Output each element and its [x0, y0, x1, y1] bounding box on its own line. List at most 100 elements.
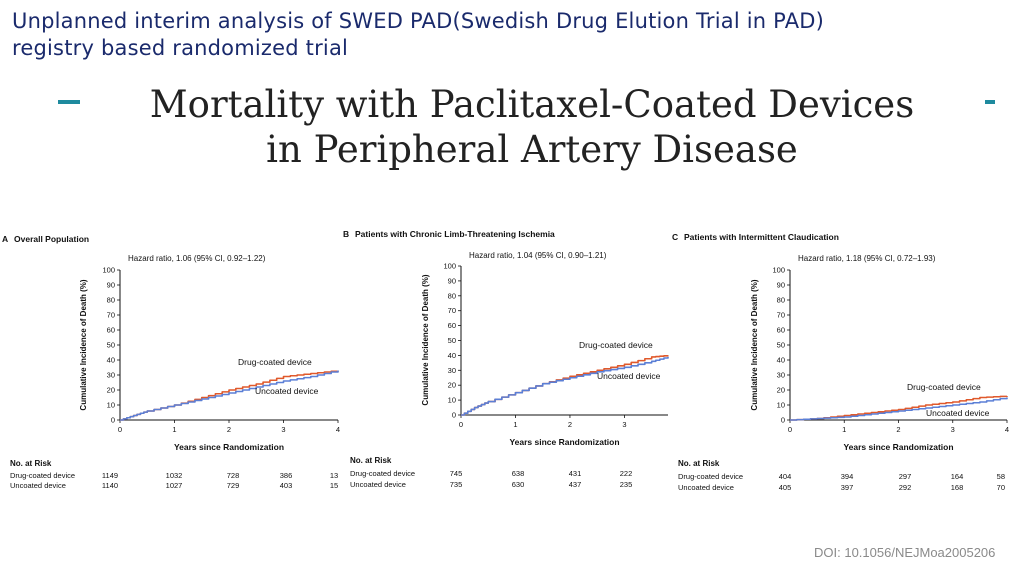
panel-b-at-risk-value: 735: [450, 480, 463, 489]
panel-a-at-risk-value: 728: [227, 471, 240, 480]
panel-b-y-tick-label: 30: [448, 366, 456, 375]
panel-b-x-tick-label: 3: [622, 420, 626, 429]
panel-c-at-risk-value: 405: [779, 483, 792, 492]
panel-b-at-risk-row-label: Uncoated device: [350, 480, 406, 489]
panel-c-at-risk-heading: No. at Risk: [678, 459, 720, 468]
panel-a-at-risk-row-label: Drug-coated device: [10, 471, 75, 480]
panel-a-at-risk-value: 729: [227, 481, 240, 490]
panel-c-y-tick-label: 60: [777, 326, 785, 335]
panel-a-y-tick-label: 60: [107, 326, 115, 335]
panel-c-y-tick-label: 90: [777, 281, 785, 290]
panel-a-x-tick-label: 1: [172, 425, 176, 434]
panel-b-hazard-ratio: Hazard ratio, 1.04 (95% CI, 0.90–1.21): [469, 251, 607, 260]
panel-a-hazard-ratio: Hazard ratio, 1.06 (95% CI, 0.92–1.22): [128, 254, 266, 263]
panel-a-label: A: [2, 234, 8, 244]
panel-b-y-tick-label: 60: [448, 321, 456, 330]
panel-a-series-uncoated-line: [120, 370, 339, 421]
panel-b-y-tick-label: 40: [448, 351, 456, 360]
panel-c-x-tick-label: 3: [951, 425, 955, 434]
panel-a-x-tick-label: 3: [281, 425, 285, 434]
panel-c-at-risk-value: 168: [951, 483, 964, 492]
panel-b-x-tick-label: 1: [513, 420, 517, 429]
panel-a-at-risk-value: 1032: [166, 471, 183, 480]
panel-a-series-label-uncoated: Uncoated device: [255, 386, 319, 396]
panel-a-y-tick-label: 30: [107, 371, 115, 380]
panel-b-at-risk-value: 437: [569, 480, 582, 489]
panel-c-series-label-uncoated: Uncoated device: [926, 408, 990, 418]
panel-a-at-risk-value: 1027: [166, 481, 183, 490]
panel-c-y-tick-label: 20: [777, 386, 785, 395]
panel-a-y-tick-label: 70: [107, 311, 115, 320]
panel-b-y-tick-label: 0: [452, 411, 456, 420]
panel-a-y-tick-label: 80: [107, 296, 115, 305]
panel-c-at-risk-value: 394: [841, 472, 854, 481]
subtitle-line-2: registry based randomized trial: [12, 36, 349, 60]
panel-b-at-risk-value: 235: [620, 480, 633, 489]
subtitle-line-1: Unplanned interim analysis of SWED PAD(S…: [12, 9, 825, 33]
panel-a-at-risk-value: 15: [330, 481, 338, 490]
panel-a-x-tick-label: 2: [227, 425, 231, 434]
panel-c-x-tick-label: 4: [1005, 425, 1009, 434]
panel-c-label: C: [672, 232, 678, 242]
panel-b-at-risk-value: 431: [569, 469, 582, 478]
panel-a-at-risk-value: 1140: [102, 481, 118, 490]
panel-c-y-tick-label: 40: [777, 356, 785, 365]
panel-c-at-risk-value: 397: [841, 483, 854, 492]
panel-b-at-risk-value: 745: [450, 469, 463, 478]
panel-a-x-axis-label: Years since Randomization: [174, 442, 284, 452]
panel-a-at-risk-heading: No. at Risk: [10, 459, 52, 468]
panel-b-x-axis-label: Years since Randomization: [509, 437, 619, 447]
panel-a-y-tick-label: 50: [107, 341, 115, 350]
panel-c-y-tick-label: 70: [777, 311, 785, 320]
panel-b-at-risk-heading: No. at Risk: [350, 456, 392, 465]
panel-a-at-risk-row-label: Uncoated device: [10, 481, 66, 490]
panel-b-y-tick-label: 80: [448, 291, 456, 300]
title-line-1: Mortality with Paclitaxel-Coated Devices: [149, 83, 915, 126]
panel-b-y-tick-label: 50: [448, 336, 456, 345]
panel-a-y-axis-label: Cumulative Incidence of Death (%): [79, 279, 88, 410]
panel-c-y-axis-label: Cumulative Incidence of Death (%): [750, 279, 759, 410]
panel-a-y-tick-label: 0: [111, 416, 115, 425]
panel-c-x-axis-label: Years since Randomization: [843, 442, 953, 452]
panel-b-series-label-drug-coated: Drug-coated device: [579, 340, 653, 350]
accent-dash-right: [985, 100, 995, 104]
panel-b-at-risk-value: 222: [620, 469, 633, 478]
panel-a-y-tick-label: 40: [107, 356, 115, 365]
panel-c-at-risk-row-label: Uncoated device: [678, 483, 734, 492]
panel-b-y-tick-label: 20: [448, 381, 456, 390]
slide-title: Mortality with Paclitaxel-Coated Devices…: [0, 82, 1024, 172]
panel-c-at-risk-row-label: Drug-coated device: [678, 472, 743, 481]
panel-c-at-risk-value: 297: [899, 472, 912, 481]
panel-b-y-tick-label: 10: [448, 396, 456, 405]
panel-b-at-risk-row-label: Drug-coated device: [350, 469, 415, 478]
panel-a-x-tick-label: 0: [118, 425, 122, 434]
doi-reference: DOI: 10.1056/NEJMoa2005206: [814, 545, 996, 560]
panel-c-at-risk-value: 164: [951, 472, 964, 481]
panel-c-at-risk-value: 292: [899, 483, 912, 492]
panel-c-y-tick-label: 10: [777, 401, 785, 410]
panel-a-at-risk-value: 13: [330, 471, 338, 480]
panel-b-title: Patients with Chronic Limb-Threatening I…: [355, 229, 555, 239]
panel-b-series-drug-coated-line: [461, 354, 669, 416]
panel-a-y-tick-label: 20: [107, 386, 115, 395]
panel-b-at-risk-value: 630: [512, 480, 525, 489]
panel-c-at-risk-value: 58: [997, 472, 1005, 481]
panel-b-y-tick-label: 100: [443, 262, 456, 271]
panel-c-at-risk-value: 70: [997, 483, 1005, 492]
panel-a-y-tick-label: 100: [102, 266, 115, 275]
panel-c-y-tick-label: 30: [777, 371, 785, 380]
panel-c-title: Patients with Intermittent Claudication: [684, 232, 839, 242]
panel-b-y-tick-label: 70: [448, 306, 456, 315]
panel-a-series-label-drug-coated: Drug-coated device: [238, 357, 312, 367]
panel-c-y-tick-label: 100: [772, 266, 785, 275]
panel-b-series-label-uncoated: Uncoated device: [597, 371, 661, 381]
panel-b-at-risk-value: 638: [512, 469, 525, 478]
panel-c-y-tick-label: 80: [777, 296, 785, 305]
panel-c-x-tick-label: 0: [788, 425, 792, 434]
panel-a-at-risk-value: 1149: [102, 471, 118, 480]
panel-b-x-tick-label: 0: [459, 420, 463, 429]
panel-c-y-tick-label: 50: [777, 341, 785, 350]
panel-b-series-uncoated-line: [461, 356, 669, 416]
panel-b-y-tick-label: 90: [448, 276, 456, 285]
